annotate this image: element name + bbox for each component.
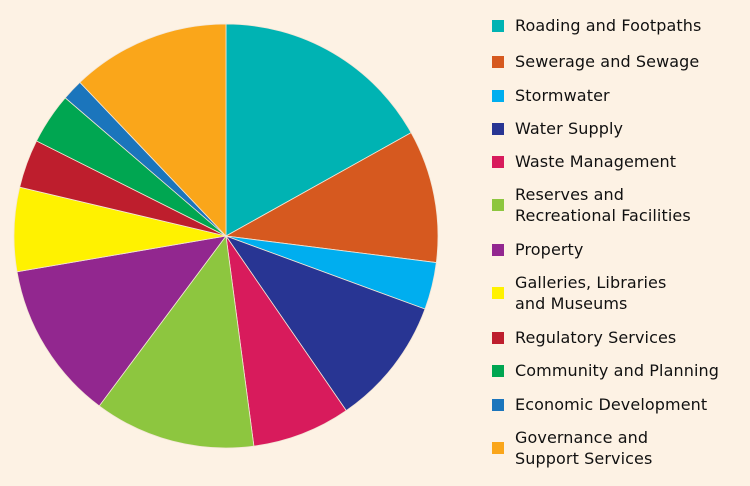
legend-item-stormwater: Stormwater (492, 85, 610, 106)
legend-swatch (492, 243, 504, 256)
pie-slice-governance-and-support-services (79, 23, 227, 238)
pie-slice-property (16, 235, 227, 407)
legend-item-waste-management: Waste Management (492, 151, 676, 172)
legend-item-economic: Economic Development (492, 394, 707, 415)
legend-label: Regulatory Services (515, 328, 677, 347)
legend-swatch (492, 199, 504, 211)
legend-item-water-supply: Water Supply (492, 118, 623, 139)
legend-label: Economic Development (515, 395, 708, 414)
pie-slice-water-supply (224, 235, 426, 412)
legend: Roading and Footpaths Sewerage and Sewag… (492, 0, 750, 486)
legend-label: Community and Planning (515, 361, 719, 380)
legend-label: Stormwater (515, 86, 610, 105)
legend-swatch (492, 287, 504, 299)
legend-swatch (492, 398, 504, 411)
legend-label: Waste Management (515, 152, 677, 171)
legend-swatch (492, 331, 504, 344)
legend-item-galleries: Galleries, Libraries and Museums (492, 272, 666, 314)
pie-slice-sewerage-and-sewage (224, 132, 439, 264)
pie-slice-roading-and-footpaths (225, 23, 412, 237)
legend-swatch (492, 89, 504, 102)
legend-swatch (492, 55, 504, 68)
legend-label: Water Supply (515, 119, 624, 138)
legend-label: Reserves and Recreational Facilities (515, 185, 691, 225)
legend-item-community: Community and Planning (492, 360, 719, 381)
legend-item-reserves: Reserves and Recreational Facilities (492, 184, 691, 226)
legend-label: Governance and Support Services (515, 428, 653, 468)
legend-label: Property (515, 240, 584, 259)
legend-item-sewerage: Sewerage and Sewage (492, 51, 699, 72)
pie-chart (13, 23, 439, 449)
legend-label: Sewerage and Sewage (515, 52, 700, 71)
legend-item-governance: Governance and Support Services (492, 427, 652, 469)
legend-item-property: Property (492, 239, 584, 260)
legend-swatch (492, 364, 504, 377)
legend-swatch (492, 155, 504, 168)
legend-item-roading: Roading and Footpaths (492, 15, 701, 36)
legend-swatch (492, 122, 504, 135)
legend-label: Roading and Footpaths (515, 16, 702, 35)
pie-slice-reserves-and-recreational-facilities (98, 234, 255, 449)
legend-label: Galleries, Libraries and Museums (515, 273, 667, 313)
legend-item-regulatory: Regulatory Services (492, 327, 676, 348)
legend-swatch (492, 19, 504, 32)
legend-swatch (492, 442, 504, 454)
pie-slice-waste-management (225, 235, 347, 447)
